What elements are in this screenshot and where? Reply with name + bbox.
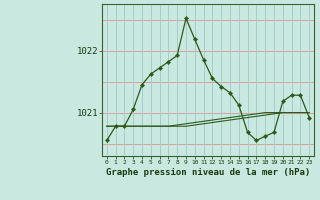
X-axis label: Graphe pression niveau de la mer (hPa): Graphe pression niveau de la mer (hPa)	[106, 168, 310, 177]
